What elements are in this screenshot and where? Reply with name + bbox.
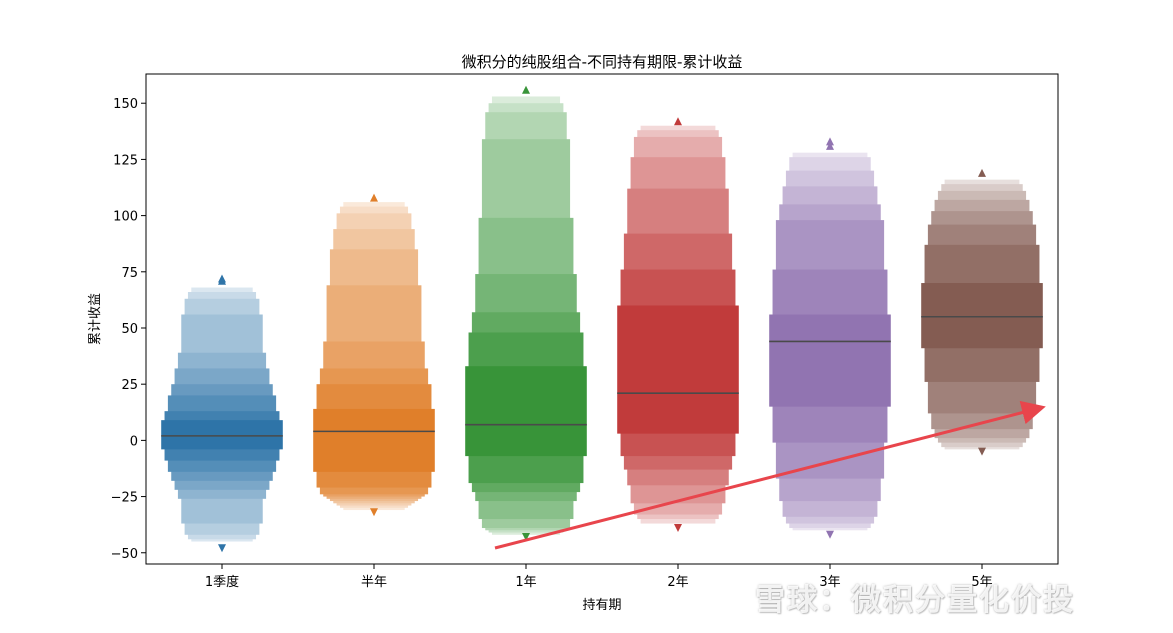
boxen-5 [769, 137, 891, 539]
watermark: 雪球：微积分量化价投 [755, 583, 1075, 618]
boxen-box [313, 408, 435, 472]
boxen-4 [617, 117, 739, 533]
boxen-box [465, 366, 587, 457]
x-tick-label: 5年 [971, 575, 992, 590]
x-axis-label: 持有期 [582, 598, 621, 613]
boxen-box [161, 420, 283, 450]
outlier-marker [978, 168, 986, 177]
y-tick-label: 150 [113, 97, 138, 112]
x-tick-label: 3年 [819, 575, 840, 590]
y-tick-label: −25 [111, 491, 138, 506]
y-axis-label: 累计收益 [88, 293, 103, 345]
boxen-box [617, 305, 739, 434]
y-tick-label: 75 [121, 266, 138, 281]
outlier-marker [826, 137, 834, 146]
chart-title: 微积分的纯股组合-不同持有期限-累计收益 [462, 53, 743, 71]
y-tick-label: 125 [113, 153, 138, 168]
outlier-marker [522, 85, 530, 94]
boxen-1 [161, 274, 283, 553]
outlier-marker [370, 193, 378, 202]
y-tick-label: 25 [121, 378, 138, 393]
y-tick-label: −50 [111, 547, 138, 562]
x-tick-label: 1年 [515, 575, 536, 590]
outlier-marker [218, 544, 226, 553]
outlier-marker [370, 508, 378, 517]
x-tick-label: 2年 [667, 575, 688, 590]
boxen-3 [465, 85, 587, 542]
outlier-marker [826, 141, 834, 150]
plot-frame [145, 73, 1059, 565]
outlier-marker [674, 524, 682, 533]
outlier-marker [978, 447, 986, 456]
trend-arrow [494, 400, 1046, 550]
x-tick-label: 半年 [361, 575, 387, 590]
y-tick-label: 50 [121, 322, 138, 337]
y-tick-label: 0 [130, 434, 138, 449]
outlier-marker [826, 530, 834, 539]
boxen-box [921, 283, 1043, 349]
outlier-marker [522, 533, 530, 542]
y-tick-label: 100 [113, 210, 138, 225]
outlier-marker [674, 117, 682, 126]
boxen-2 [313, 193, 435, 517]
boxen-box [769, 314, 891, 407]
outlier-marker [218, 276, 226, 285]
x-tick-label: 1季度 [205, 574, 239, 590]
boxen-6 [921, 168, 1043, 456]
